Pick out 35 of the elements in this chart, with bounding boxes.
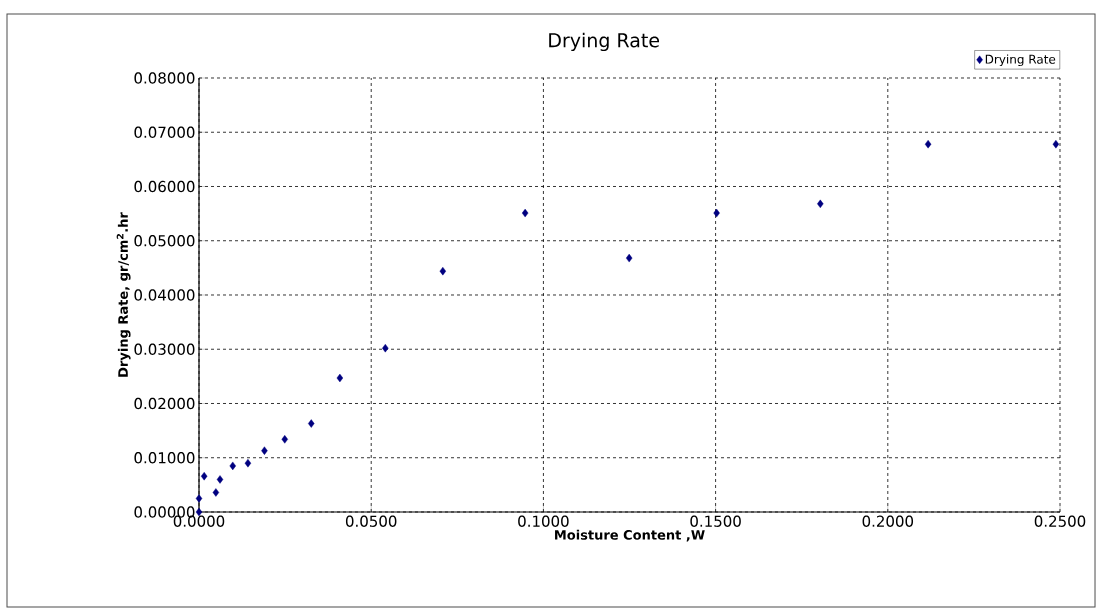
x-tick-label: 0.2500 [1034, 515, 1086, 527]
x-tick-label: 0.2000 [862, 515, 914, 527]
x-tick-label: 0.1500 [690, 515, 741, 527]
y-tick-label: 0.04000 [134, 289, 195, 301]
x-tick-label: 0.1000 [518, 515, 569, 527]
point [1052, 139, 1060, 149]
point [200, 471, 208, 481]
y-tick-label: 0.08000 [134, 72, 195, 84]
point [924, 139, 932, 149]
legend-label: Drying Rate [985, 54, 1056, 67]
point [195, 494, 203, 503]
y-tick-label: 0.01000 [134, 452, 195, 464]
point [382, 343, 389, 353]
point [281, 435, 288, 444]
point [713, 208, 720, 218]
y-tick-label: 0.03000 [134, 343, 195, 355]
point [336, 373, 344, 383]
point [308, 419, 315, 428]
point [244, 458, 252, 468]
chart-title: Drying Rate [549, 32, 660, 52]
x-axis-title: Moisture Content ,W [555, 529, 705, 542]
y-tick-label: 0.07000 [134, 126, 195, 138]
y-tick-label: 0.06000 [134, 180, 195, 193]
point [817, 199, 824, 209]
point [439, 266, 447, 276]
point [625, 253, 633, 263]
point [229, 461, 236, 471]
y-tick-label: 0.02000 [134, 397, 195, 410]
x-tick-label: 0.0500 [345, 515, 397, 527]
y-tick-label: 0.05000 [134, 235, 195, 247]
point [216, 475, 224, 484]
point [212, 488, 220, 497]
y-axis-title: Drying Rate, gr/cm$^{2}$.hr [116, 212, 131, 377]
point [261, 446, 268, 455]
point [521, 208, 529, 218]
